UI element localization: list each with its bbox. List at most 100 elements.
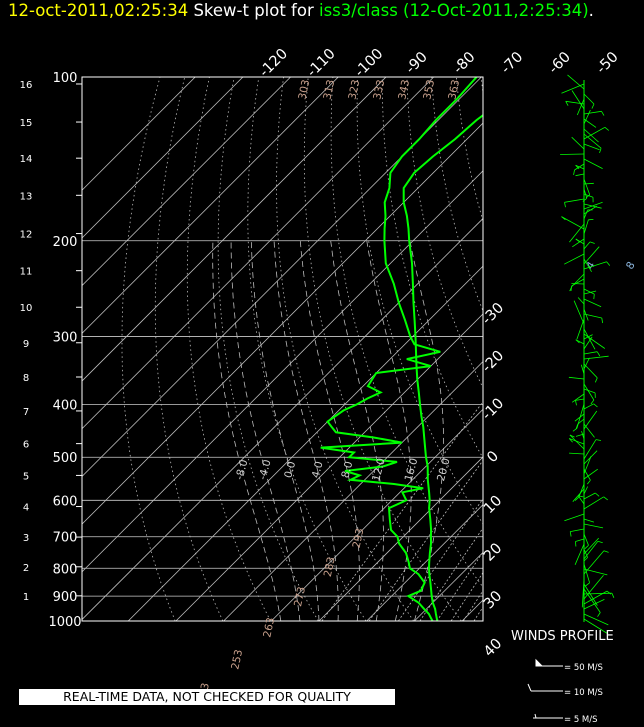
isotherm--80 (82, 77, 482, 477)
wind-barb (565, 100, 585, 105)
wind-barb-feather (593, 294, 595, 300)
wind-barb (581, 578, 585, 608)
wind-barb (583, 258, 592, 273)
moist-adiabat-4 (273, 240, 339, 621)
wind-barb-feather (603, 550, 609, 553)
wind-barb (583, 403, 594, 410)
isotherm-label-top: -120 (256, 46, 291, 81)
mixing-ratio-32 (473, 606, 483, 621)
isotherm--10 (271, 408, 483, 621)
wind-barb (575, 398, 585, 401)
wind-barb (571, 393, 585, 403)
dry-adiabat-333 (381, 77, 483, 459)
wind-barb (583, 550, 605, 575)
wind-barb (583, 334, 593, 340)
wind-barb (583, 583, 598, 606)
wind-barb (583, 188, 588, 199)
wind-barb-feather (573, 169, 575, 175)
wind-barb-feather (591, 103, 595, 109)
wind-barb-feather (575, 238, 581, 243)
isotherm--90 (82, 77, 434, 430)
moist-adiabat-label: 12.0 (370, 457, 388, 483)
dry-adiabat-383 (506, 77, 644, 621)
dry-adiabat-373 (480, 77, 483, 96)
header-station: iss3/class (319, 1, 398, 20)
winds-legend-title: WINDS PROFILE (511, 629, 614, 644)
wind-barb (583, 518, 595, 523)
dry-adiabat-label: 283 (322, 556, 338, 578)
isotherm--30 (175, 313, 483, 621)
wind-barb (583, 575, 604, 600)
height-label: 5 (23, 471, 29, 482)
mixing-ratio-24 (450, 571, 483, 621)
pressure-label: 200 (53, 235, 78, 250)
isotherm--70 (82, 122, 483, 525)
wind-barb (574, 413, 585, 422)
wind-barb (578, 483, 585, 498)
wind-barb (576, 318, 585, 340)
wind-barb (583, 110, 602, 115)
moist-adiabat-20 (409, 240, 444, 621)
height-label: 10 (20, 303, 33, 314)
wind-barb (583, 439, 597, 460)
wind-barb-feather (611, 593, 615, 598)
wind-barb (583, 590, 608, 605)
pressure-label: 300 (53, 331, 78, 346)
header-run-time: (12-Oct-2011,2:25:34) (403, 1, 589, 20)
height-label: 12 (20, 230, 33, 241)
pressure-label: 500 (53, 451, 78, 466)
wind-barb-feather (575, 339, 580, 344)
isotherm--130 (82, 77, 244, 239)
dewpoint-profile (320, 77, 478, 621)
profile-lines (320, 77, 483, 621)
legend-barb-10 (527, 683, 563, 692)
quality-disclaimer: REAL-TIME DATA, NOT CHECKED FOR QUALITY (19, 689, 395, 705)
moist-adiabat-label: -8.0 (234, 458, 251, 481)
wind-barb (571, 283, 585, 285)
wind-barb-feather (570, 285, 573, 291)
legend-barb-50 (535, 658, 563, 667)
pressure-label: 400 (53, 399, 78, 414)
wind-barb-feather (590, 399, 595, 405)
dry-adiabat-323 (356, 77, 483, 525)
isotherm-label-top: -70 (498, 49, 526, 77)
pressure-label: 600 (53, 494, 78, 509)
dry-adiabat-393 (530, 77, 644, 621)
wind-barb (573, 300, 585, 325)
wind-barb (583, 410, 598, 430)
wind-barb-feather (595, 439, 602, 441)
dry-adiabat-353 (431, 77, 483, 313)
pressure-label: 1000 (48, 615, 81, 630)
height-label: 2 (23, 563, 29, 574)
dry-adiabat-293 (276, 77, 415, 621)
wind-barb (561, 216, 585, 230)
moist-adiabat--8 (212, 240, 282, 621)
wind-barb (583, 241, 591, 250)
isotherm--20 (223, 361, 483, 621)
isotherm-label-top: -80 (451, 49, 479, 77)
header-datetime: 12-oct-2011,02:25:34 (8, 1, 189, 20)
pressure-label: 800 (53, 562, 78, 577)
dry-adiabat-423 (605, 77, 644, 621)
wind-barb-feather (594, 377, 598, 383)
pressure-label: 900 (53, 590, 78, 605)
wind-barb (569, 223, 585, 243)
wind-barb (564, 198, 585, 203)
wind-barb-feather (593, 403, 598, 408)
wind-barb (571, 90, 585, 110)
dry-adiabat-label: 363 (446, 79, 462, 101)
wind-barb (583, 548, 588, 558)
wind-barb-feather (595, 492, 600, 497)
wind-barb (583, 261, 607, 270)
wind-barb (583, 288, 595, 295)
wind-barb (583, 219, 589, 235)
dry-adiabat-273 (217, 77, 319, 621)
dry-adiabat-label: 353 (421, 79, 437, 101)
wind-barb-feather (596, 351, 601, 357)
isotherm-label-right: 0 (484, 448, 502, 466)
isotherm--60 (82, 170, 483, 573)
wind-barb-feather (606, 590, 612, 595)
moist-adiabat-0 (250, 240, 320, 621)
dry-adiabat-label: 263 (261, 616, 277, 638)
wind-barb (583, 178, 591, 195)
